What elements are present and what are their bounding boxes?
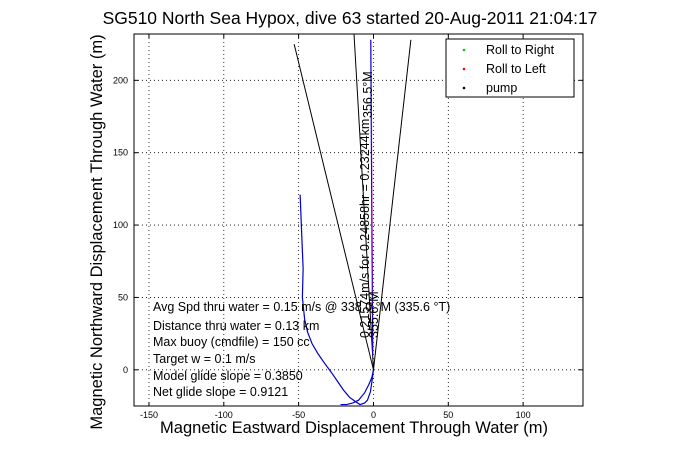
reference-line	[293, 44, 374, 370]
distance-text: Distance thru water = 0.13 km	[153, 319, 319, 333]
model-glide-text: Model glide slope = 0.3850	[153, 369, 303, 383]
current-label: 0.21574m/s for 0.24858hr = 0.23244km	[358, 119, 372, 338]
series-line	[340, 369, 375, 406]
y-tick-label: 50	[118, 292, 128, 302]
legend-label-roll-left: Roll to Left	[486, 62, 546, 76]
x-tick-label: -150	[140, 410, 158, 420]
max-buoy-text: Max buoy (cmdfile) = 150 cc	[153, 335, 310, 349]
chart-title: SG510 North Sea Hypox, dive 63 started 2…	[103, 8, 598, 28]
legend-marker-roll-left	[462, 67, 466, 71]
series-line	[370, 39, 374, 356]
small-heading-label: 355.6°M	[367, 291, 381, 338]
legend-label-roll-right: Roll to Right	[486, 43, 555, 57]
y-tick-label: 0	[123, 365, 128, 375]
target-w-text: Target w = 0.1 m/s	[153, 352, 255, 366]
x-tick-label: 0	[371, 410, 376, 420]
avg-speed-text: Avg Spd thru water = 0.15 m/s @ 338.0 °M…	[153, 300, 450, 314]
x-tick-label: 100	[516, 410, 531, 420]
x-tick-label: 50	[443, 410, 453, 420]
current-heading-label: 356.5°M	[361, 71, 375, 118]
y-tick-label: 100	[113, 220, 128, 230]
grid	[134, 34, 583, 406]
reference-line	[372, 39, 412, 370]
series-line-overlay	[370, 39, 374, 356]
series-group	[293, 33, 412, 406]
reference-line	[353, 33, 374, 370]
legend-marker-roll-right	[462, 48, 466, 52]
x-axis-label: Magnetic Eastward Displacement Through W…	[160, 419, 548, 437]
series-line	[299, 194, 375, 406]
y-tick-label: 150	[113, 148, 128, 158]
legend: Roll to Right Roll to Left pump	[445, 38, 575, 98]
net-glide-text: Net glide slope = 0.9121	[153, 385, 288, 399]
y-axis-label: Magnetic Northward Displacement Through …	[88, 34, 106, 429]
x-tick-label: -100	[215, 410, 233, 420]
legend-label-pump: pump	[486, 81, 517, 95]
legend-marker-pump	[462, 86, 466, 90]
legend-box	[445, 38, 575, 98]
x-tick-label: -50	[292, 410, 305, 420]
y-tick-label: 200	[113, 75, 128, 85]
ticks: -150 -100 -50 0 50 100 0 50 100 150 200	[113, 34, 583, 420]
